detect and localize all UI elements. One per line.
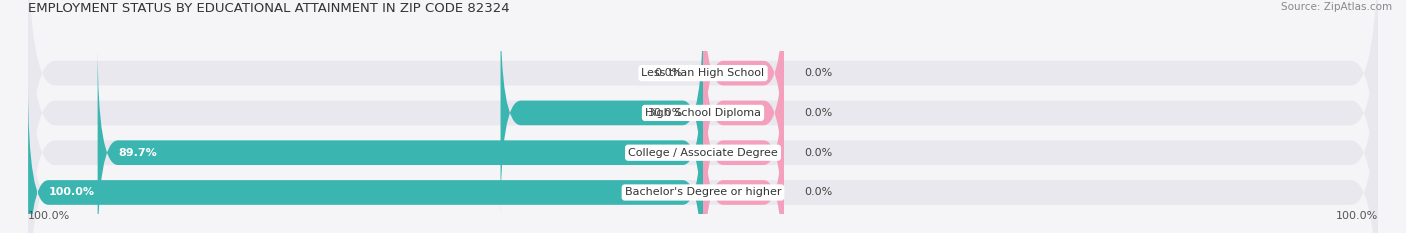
Text: 0.0%: 0.0% (804, 188, 832, 198)
FancyBboxPatch shape (28, 6, 1378, 233)
FancyBboxPatch shape (28, 0, 1378, 233)
Text: 100.0%: 100.0% (48, 188, 94, 198)
FancyBboxPatch shape (28, 86, 703, 233)
Text: Less than High School: Less than High School (641, 68, 765, 78)
FancyBboxPatch shape (703, 6, 785, 220)
FancyBboxPatch shape (703, 46, 785, 233)
FancyBboxPatch shape (28, 46, 1378, 233)
FancyBboxPatch shape (703, 0, 785, 180)
Text: 0.0%: 0.0% (804, 108, 832, 118)
Text: College / Associate Degree: College / Associate Degree (628, 148, 778, 158)
Text: 30.0%: 30.0% (648, 108, 683, 118)
FancyBboxPatch shape (97, 46, 703, 233)
Text: 0.0%: 0.0% (655, 68, 683, 78)
FancyBboxPatch shape (703, 86, 785, 233)
Text: 0.0%: 0.0% (804, 68, 832, 78)
Text: 100.0%: 100.0% (28, 211, 70, 221)
Text: High School Diploma: High School Diploma (645, 108, 761, 118)
Text: Source: ZipAtlas.com: Source: ZipAtlas.com (1281, 2, 1392, 12)
Text: 100.0%: 100.0% (1336, 211, 1378, 221)
FancyBboxPatch shape (28, 0, 1378, 220)
Text: Bachelor's Degree or higher: Bachelor's Degree or higher (624, 188, 782, 198)
FancyBboxPatch shape (501, 6, 703, 220)
Text: EMPLOYMENT STATUS BY EDUCATIONAL ATTAINMENT IN ZIP CODE 82324: EMPLOYMENT STATUS BY EDUCATIONAL ATTAINM… (28, 2, 510, 15)
Text: 0.0%: 0.0% (804, 148, 832, 158)
Text: 89.7%: 89.7% (118, 148, 156, 158)
